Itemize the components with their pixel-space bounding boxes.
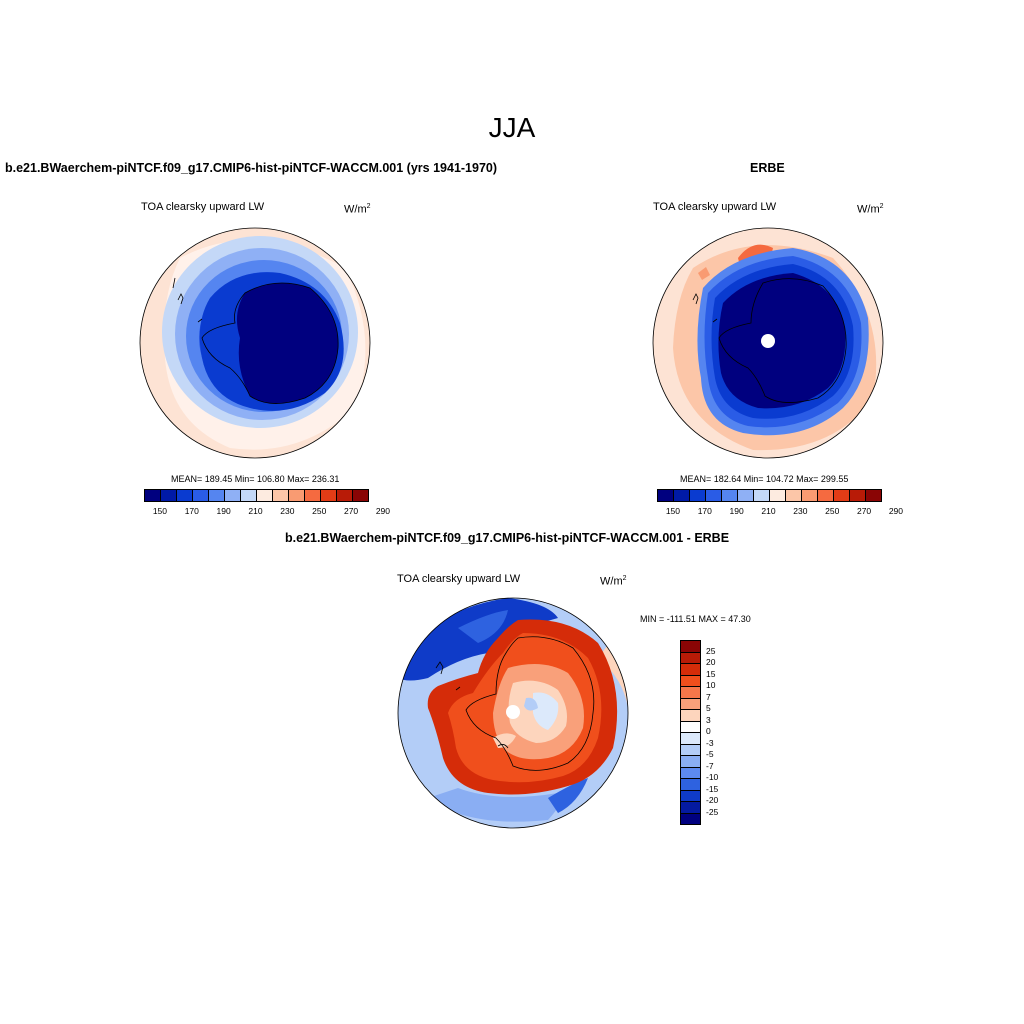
figure-title: JJA [488, 112, 536, 143]
panel3-colorbar [680, 640, 701, 825]
panel3-title: b.e21.BWaerchem-piNTCF.f09_g17.CMIP6-his… [285, 531, 730, 545]
panel1-colorbar-swatch [209, 490, 225, 501]
panel3-colorbar-tick-label: 0 [706, 726, 711, 736]
panel1-colorbar-swatch [225, 490, 241, 501]
panel3-colorbar-tick-label: -7 [706, 760, 714, 771]
panel3-colorbar-tick-label: -3 [706, 737, 714, 748]
panel2-colorbar-swatch [722, 490, 738, 501]
panel3-colorbar-swatch [681, 698, 700, 710]
panel1-colorbar-swatch [305, 490, 321, 501]
panel1-map [139, 227, 371, 459]
panel1-colorbar-tick-label: 190 [216, 506, 231, 516]
panel2-colorbar-swatch [690, 490, 706, 501]
panel3-colorbar-swatch [681, 721, 700, 733]
panel3-colorbar-swatch [681, 687, 700, 699]
panel3-stats: MIN = -111.51 MAX = 47.30 [640, 614, 751, 624]
panel3-colorbar-tick-label: -15 [706, 783, 719, 794]
panel3-colorbar-swatch [681, 710, 700, 722]
panel1-colorbar-swatch [321, 490, 337, 501]
panel1-colorbar-swatch [337, 490, 353, 501]
panel2-subtitle: TOA clearsky upward LW [653, 201, 777, 213]
panel1-colorbar-swatch [145, 490, 161, 501]
panel3-colorbar-swatch [681, 744, 700, 756]
panel2-colorbar-swatch [866, 490, 881, 501]
panel3-colorbar-swatch [681, 767, 700, 779]
panel1-colorbar-tick-label: 250 [312, 506, 327, 516]
panel3-colorbar-swatch [681, 779, 700, 791]
panel2-colorbar-swatch [818, 490, 834, 501]
panel2-colorbar-tick-label: 270 [856, 506, 872, 516]
panel1-colorbar-tick-label: 290 [375, 506, 391, 516]
panel1-colorbar-swatch [177, 490, 193, 501]
panel2-colorbar-swatch [738, 490, 754, 501]
panel3-colorbar-tick-label: 25 [706, 645, 716, 656]
panel1-colorbar-tick-label: 230 [280, 506, 295, 516]
panel3-colorbar-tick-label: 7 [706, 691, 711, 702]
panel2-colorbar-tick-label: 290 [888, 506, 904, 516]
panel2-map [652, 227, 884, 459]
panel1-colorbar-tick-label: 210 [248, 506, 263, 516]
panel1-colorbar-tick-label: 270 [343, 506, 359, 516]
panel2-colorbar-swatch [834, 490, 850, 501]
panel3-colorbar-tick-label: -10 [706, 772, 719, 782]
panel3-colorbar-swatch [681, 790, 700, 802]
panel2-colorbar-tick-label: 170 [697, 506, 712, 516]
panel2-colorbar-swatch [706, 490, 722, 501]
panel2-colorbar-tick-label: 250 [825, 506, 840, 516]
panel1-colorbar-swatch [193, 490, 209, 501]
panel1-colorbar-swatch [353, 490, 368, 501]
panel3-colorbar-swatch [681, 733, 700, 745]
panel1-colorbar-swatch [289, 490, 305, 501]
panel3-colorbar-tick-label: -20 [706, 795, 719, 805]
panel1-colorbar-swatch [241, 490, 257, 501]
panel2-title: ERBE [750, 161, 785, 175]
panel3-map [397, 597, 629, 829]
panel1-stats: MEAN= 189.45 Min= 106.80 Max= 236.31 [171, 474, 340, 484]
panel3-colorbar-swatch [681, 641, 700, 653]
panel2-colorbar-tick-label: 150 [665, 506, 681, 516]
panel2-colorbar [657, 489, 882, 502]
panel1-units: W/m2 [344, 203, 371, 216]
panel2-colorbar-tick-label: 210 [761, 506, 776, 516]
panel2-units: W/m2 [857, 203, 884, 216]
panel3-subtitle: TOA clearsky upward LW [397, 573, 521, 585]
panel1-colorbar-tick-label: 170 [184, 506, 199, 516]
panel3-colorbar-ticks: 25 20 15 10 7 5 3 0 -3 -5 -7 -10 -15 -20 -25 [706, 640, 736, 830]
panel1-colorbar-tick-label: 150 [152, 506, 168, 516]
panel2-colorbar-swatch [770, 490, 786, 501]
panel1-colorbar [144, 489, 369, 502]
panel3-colorbar-swatch [681, 813, 700, 824]
panel1-title: b.e21.BWaerchem-piNTCF.f09_g17.CMIP6-his… [5, 161, 498, 175]
panel3-colorbar-tick-label: 15 [706, 668, 716, 679]
panel2-colorbar-swatch [802, 490, 818, 501]
panel3-colorbar-swatch [681, 675, 700, 687]
panel2-colorbar-tick-label: 230 [793, 506, 808, 516]
panel2-colorbar-swatch [658, 490, 674, 501]
panel1-colorbar-swatch [257, 490, 273, 501]
panel2-colorbar-swatch [850, 490, 866, 501]
panel2-colorbar-swatch [754, 490, 770, 501]
panel3-units: W/m2 [600, 575, 627, 588]
panel3-colorbar-tick-label: 5 [706, 703, 711, 713]
panel1-colorbar-swatch [273, 490, 289, 501]
panel2-stats: MEAN= 182.64 Min= 104.72 Max= 299.55 [680, 474, 849, 484]
panel3-colorbar-tick-label: 10 [706, 680, 716, 690]
panel3-colorbar-swatch [681, 802, 700, 814]
panel1-subtitle: TOA clearsky upward LW [141, 201, 265, 213]
panel1-colorbar-swatch [161, 490, 177, 501]
panel3-colorbar-tick-label: -25 [706, 806, 719, 817]
panel3-colorbar-tick-label: -5 [706, 749, 714, 759]
panel3-colorbar-swatch [681, 652, 700, 664]
panel2-colorbar-swatch [786, 490, 802, 501]
panel2-colorbar-tick-label: 190 [729, 506, 744, 516]
panel3-colorbar-tick-label: 20 [706, 657, 716, 667]
panel3-colorbar-tick-label: 3 [706, 714, 711, 725]
panel3-colorbar-swatch [681, 756, 700, 768]
panel2-colorbar-swatch [674, 490, 690, 501]
panel3-colorbar-swatch [681, 664, 700, 676]
